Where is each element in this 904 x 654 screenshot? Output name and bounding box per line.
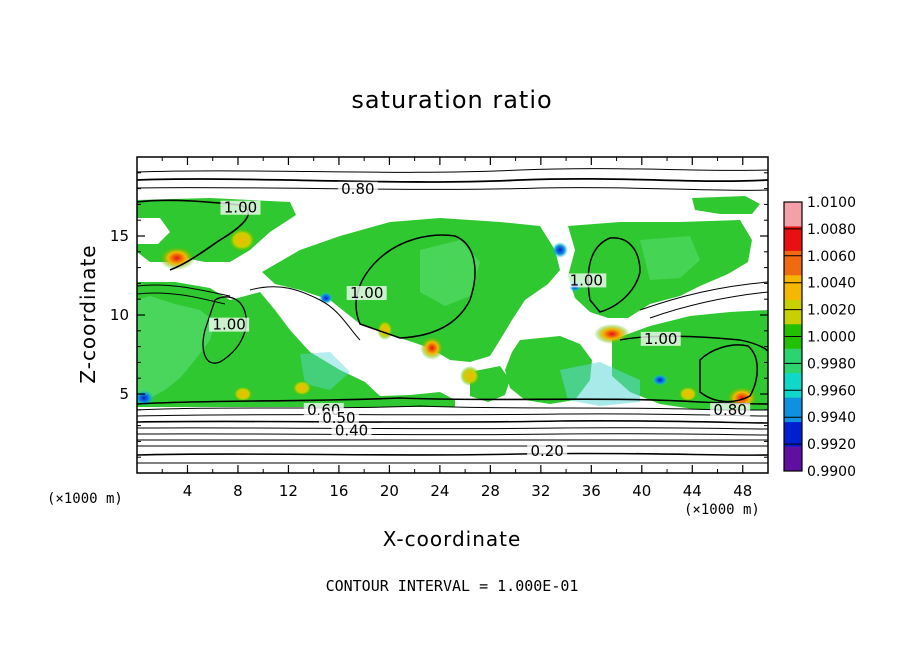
x-tick-label: 28 xyxy=(481,482,500,500)
x-tick-label: 8 xyxy=(233,482,243,500)
colorbar-label: 1.0020 xyxy=(807,303,856,319)
contour-label-bg xyxy=(337,181,378,196)
contour-label: 0.80 xyxy=(341,180,374,198)
colorbar-swatch xyxy=(784,373,802,399)
contour-label: 0.20 xyxy=(530,442,563,460)
contour-label-bg xyxy=(209,317,250,332)
x-axis-ticks: 4 8 12 16 20 24 28 32 36 40 44 48 xyxy=(161,157,752,500)
x-tick-label: 4 xyxy=(183,482,193,500)
colorbar-swatch xyxy=(784,348,802,374)
contour-label-bg xyxy=(710,402,751,417)
contour-label: 1.00 xyxy=(570,271,603,289)
x-unit-label-right: (×1000 m) xyxy=(684,502,760,518)
colorbar-label: 1.0060 xyxy=(807,249,856,265)
contour-label: 1.00 xyxy=(224,199,257,217)
y-tick-label: 5 xyxy=(119,385,129,403)
contour-label-bg xyxy=(346,286,387,301)
colorbar-swatch xyxy=(784,422,802,448)
contour-label-bg xyxy=(527,444,568,459)
x-tick-label: 20 xyxy=(380,482,399,500)
x-tick-label: 36 xyxy=(582,482,601,500)
x-tick-label: 40 xyxy=(632,482,651,500)
x-tick-label: 16 xyxy=(329,482,348,500)
colorbar-swatch xyxy=(784,299,802,325)
contour-label-bg xyxy=(220,200,261,215)
contour-label-group: 0.801.001.001.001.001.000.800.600.500.40… xyxy=(209,180,751,460)
colorbar-swatch xyxy=(784,202,802,227)
contour-label: 1.00 xyxy=(350,284,383,302)
colorbar-label: 1.0040 xyxy=(807,276,856,292)
x-axis-label: X-coordinate xyxy=(382,527,522,551)
contour-label: 0.40 xyxy=(335,422,368,440)
colorbar: 1.0100 1.0080 1.0060 1.0040 1.0020 1.0000 0.99… xyxy=(783,195,856,480)
x-unit-label-left: (×1000 m) xyxy=(47,491,123,507)
colorbar-label: 1.0000 xyxy=(807,330,856,346)
colorbar-label: 1.0100 xyxy=(807,195,856,211)
colorbar-label: 0.9980 xyxy=(807,356,856,372)
colorbar-swatch xyxy=(784,226,802,252)
colorbar-swatch xyxy=(784,446,802,472)
x-tick-label: 24 xyxy=(430,482,449,500)
contour-label-bg xyxy=(566,273,607,288)
contour-label: 1.00 xyxy=(212,316,245,334)
colorbar-label: 0.9920 xyxy=(807,437,856,453)
colorbar-label: 1.0080 xyxy=(807,222,856,238)
colorbar-swatch xyxy=(784,250,802,276)
y-tick-label: 15 xyxy=(110,227,129,245)
colorbar-label: 0.9960 xyxy=(807,383,856,399)
contour-label: 0.80 xyxy=(713,401,746,419)
colorbar-label: 0.9940 xyxy=(807,410,856,426)
colorbar-label: 0.9900 xyxy=(807,464,856,480)
contour-label-bg xyxy=(331,423,372,438)
y-axis-ticks: 5 10 15 xyxy=(110,172,768,458)
contour-interval-note: CONTOUR INTERVAL = 1.000E-01 xyxy=(325,577,579,595)
contour-label-bg xyxy=(318,410,359,425)
chart-title: saturation ratio xyxy=(351,86,553,114)
y-tick-label: 10 xyxy=(110,306,129,324)
x-tick-label: 12 xyxy=(279,482,298,500)
contour-label-bg xyxy=(640,331,681,346)
contour-label: 0.50 xyxy=(322,409,355,427)
saturation-field xyxy=(137,196,768,410)
x-tick-label: 32 xyxy=(531,482,550,500)
contour-label: 1.00 xyxy=(644,330,677,348)
x-tick-label: 44 xyxy=(683,482,702,500)
x-tick-label: 48 xyxy=(733,482,752,500)
colorbar-swatch xyxy=(784,397,802,423)
colorbar-swatch xyxy=(784,275,802,301)
